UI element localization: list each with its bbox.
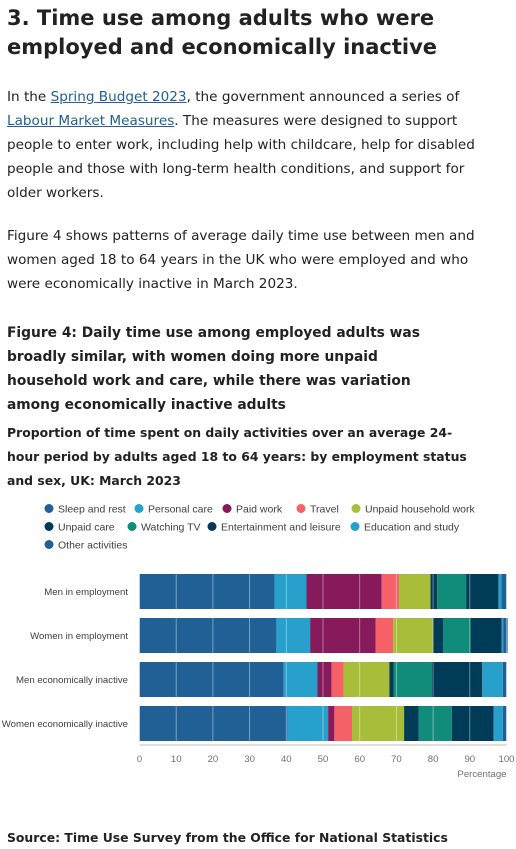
para1-lead: In the — [7, 89, 51, 105]
bar-segment-0-1 — [274, 574, 307, 609]
x-tick-label-1: 10 — [171, 754, 182, 765]
legend-swatch-6 — [127, 522, 137, 531]
bar-segment-0-4 — [398, 574, 431, 609]
x-tick-label-7: 70 — [391, 754, 402, 765]
bar-segment-1-9 — [503, 618, 508, 653]
x-axis-label: Percentage — [457, 769, 506, 780]
bar-segment-3-0 — [139, 706, 288, 741]
figure-title: Figure 4: Daily time use among employed … — [7, 325, 420, 413]
figure-source: Source: Time Use Survey from the Office … — [7, 830, 448, 845]
figure-subtitle: Proportion of time spent on daily activi… — [7, 425, 467, 488]
para1-mid: , the government announced a series of — [186, 89, 460, 105]
category-label-1: Women in employment — [30, 631, 128, 642]
bar-segment-0-6 — [437, 574, 467, 609]
bar-segment-2-4 — [343, 662, 390, 697]
bar-segment-0-9 — [501, 574, 507, 609]
legend-swatch-5 — [44, 522, 54, 531]
legend-label-0: Sleep and rest — [58, 504, 126, 516]
x-tick-label-5: 50 — [318, 754, 329, 765]
bar-segment-3-9 — [502, 706, 507, 741]
legend-swatch-0 — [44, 504, 54, 513]
bar-segment-1-0 — [139, 618, 277, 653]
legend-swatch-3 — [296, 504, 306, 513]
bar-segment-3-4 — [351, 706, 405, 741]
bar-segment-2-3 — [331, 662, 344, 697]
bar-segment-1-8 — [501, 618, 504, 653]
x-tick-label-3: 30 — [244, 754, 255, 765]
category-label-3: Women economically inactive — [2, 719, 128, 730]
section-title: 3. Time use among adults who were employ… — [7, 4, 507, 62]
bar-segment-0-7 — [466, 574, 499, 609]
bar-segment-3-1 — [287, 706, 329, 741]
bar-segment-1-3 — [375, 618, 394, 653]
legend-label-8: Education and study — [364, 522, 460, 534]
legend-swatch-9 — [44, 540, 54, 549]
para1-tail: . The measures were designed to support … — [7, 113, 475, 201]
bar-segment-2-2 — [317, 662, 332, 697]
legend-swatch-7 — [207, 522, 217, 531]
legend-label-2: Paid work — [236, 504, 283, 516]
x-tick-label-4: 40 — [281, 754, 292, 765]
legend-label-3: Travel — [310, 504, 339, 516]
bar-segment-3-8 — [493, 706, 503, 741]
legend-swatch-4 — [351, 504, 361, 513]
x-tick-label-10: 100 — [498, 754, 514, 765]
labour-market-measures-link[interactable]: Labour Market Measures — [7, 113, 175, 129]
bar-segment-3-7 — [451, 706, 494, 741]
intro-paragraph: In the Spring Budget 2023, the governmen… — [7, 85, 497, 205]
section-title-line2: employed and economically inactive — [7, 35, 438, 59]
legend-label-5: Unpaid care — [58, 522, 115, 534]
legend-label-7: Entertainment and leisure — [221, 522, 341, 534]
figure-intro-paragraph: Figure 4 shows patterns of average daily… — [7, 228, 475, 292]
bar-segment-3-2 — [328, 706, 335, 741]
bar-segment-0-5 — [430, 574, 438, 609]
legend-label-1: Personal care — [148, 504, 213, 516]
bar-segment-0-8 — [498, 574, 502, 609]
bar-segment-2-5 — [389, 662, 394, 697]
legend-label-9: Other activities — [58, 540, 127, 552]
x-tick-label-2: 20 — [208, 754, 219, 765]
legend-swatch-8 — [350, 522, 360, 531]
x-tick-label-6: 60 — [354, 754, 365, 765]
bar-segment-1-7 — [470, 618, 502, 653]
spring-budget-link[interactable]: Spring Budget 2023 — [50, 89, 187, 105]
bar-segment-1-1 — [276, 618, 311, 653]
bar-segment-1-5 — [433, 618, 444, 653]
legend-label-4: Unpaid household work — [365, 504, 475, 516]
section-title-line1: 3. Time use among adults who were — [7, 6, 435, 30]
bar-segment-1-2 — [310, 618, 376, 653]
bar-segment-2-6 — [393, 662, 432, 697]
bar-segment-2-7 — [431, 662, 483, 697]
bar-segment-3-6 — [418, 706, 452, 741]
legend-swatch-1 — [134, 504, 144, 513]
bar-segment-2-9 — [502, 662, 507, 697]
x-tick-label-8: 80 — [428, 754, 439, 765]
bar-segment-1-4 — [393, 618, 434, 653]
legend-label-6: Watching TV — [141, 522, 201, 534]
category-label-0: Men in employment — [44, 587, 128, 598]
x-tick-label-0: 0 — [137, 754, 142, 765]
legend-swatch-2 — [222, 504, 232, 513]
category-label-2: Men economically inactive — [16, 675, 128, 686]
bar-segment-3-3 — [334, 706, 352, 741]
bar-segment-0-3 — [381, 574, 399, 609]
bar-segment-2-0 — [139, 662, 284, 697]
x-tick-label-9: 90 — [464, 754, 475, 765]
bar-segment-2-8 — [482, 662, 503, 697]
bar-segment-3-5 — [404, 706, 419, 741]
bar-segment-0-0 — [139, 574, 275, 609]
bar-segment-2-1 — [283, 662, 318, 697]
bar-segment-1-6 — [443, 618, 471, 653]
bar-segment-0-2 — [306, 574, 382, 609]
